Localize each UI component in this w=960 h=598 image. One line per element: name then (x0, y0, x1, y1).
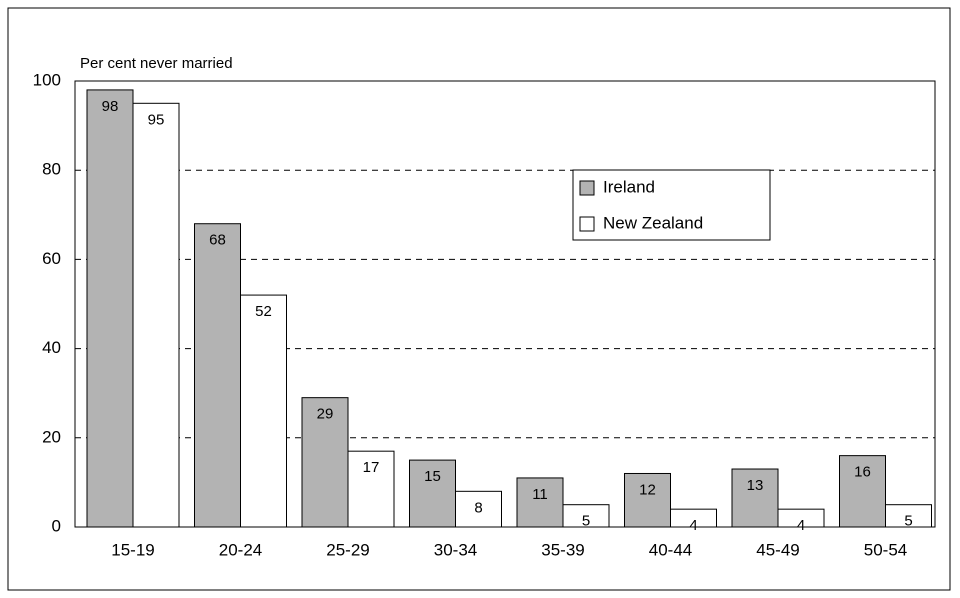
y-tick-label: 60 (42, 249, 61, 268)
x-tick-label: 40-44 (649, 540, 692, 559)
y-tick-label: 40 (42, 338, 61, 357)
bar (240, 294, 287, 528)
bar (301, 397, 349, 528)
bar (132, 102, 180, 528)
y-tick-label: 80 (42, 160, 61, 179)
y-tick-label: 20 (42, 427, 61, 446)
data-label: 11 (532, 486, 548, 503)
bar (839, 455, 886, 528)
data-label: 5 (904, 513, 912, 530)
y-tick-label: 100 (33, 70, 61, 89)
x-tick-label: 15-19 (111, 540, 154, 559)
bar (194, 223, 241, 528)
x-tick-label: 20-24 (219, 540, 262, 559)
data-label: 95 (148, 111, 165, 128)
data-label: 15 (424, 468, 441, 485)
legend-swatch (579, 216, 595, 232)
x-tick-label: 50-54 (864, 540, 907, 559)
bar (347, 450, 395, 528)
x-tick-label: 45-49 (756, 540, 799, 559)
x-tick-label: 35-39 (541, 540, 584, 559)
data-label: 17 (363, 459, 380, 476)
bar (86, 89, 134, 528)
data-label: 52 (255, 303, 272, 320)
legend-label: New Zealand (603, 213, 703, 232)
data-label: 98 (102, 98, 119, 115)
data-label: 4 (689, 517, 697, 534)
data-label: 29 (317, 406, 334, 423)
y-axis-title: Per cent never married (80, 55, 233, 72)
data-label: 8 (474, 499, 482, 516)
x-tick-label: 25-29 (326, 540, 369, 559)
data-label: 13 (747, 477, 764, 494)
y-tick-label: 0 (52, 516, 61, 535)
outer-frame (7, 7, 951, 591)
legend-swatch (579, 180, 595, 196)
data-label: 68 (209, 232, 226, 249)
plot-frame (74, 80, 936, 528)
data-label: 5 (582, 513, 590, 530)
data-label: 16 (854, 464, 871, 481)
data-label: 12 (639, 481, 656, 498)
x-tick-label: 30-34 (434, 540, 477, 559)
legend-box (572, 169, 771, 241)
bar (731, 468, 779, 528)
legend-label: Ireland (603, 177, 655, 196)
data-label: 4 (797, 517, 805, 534)
